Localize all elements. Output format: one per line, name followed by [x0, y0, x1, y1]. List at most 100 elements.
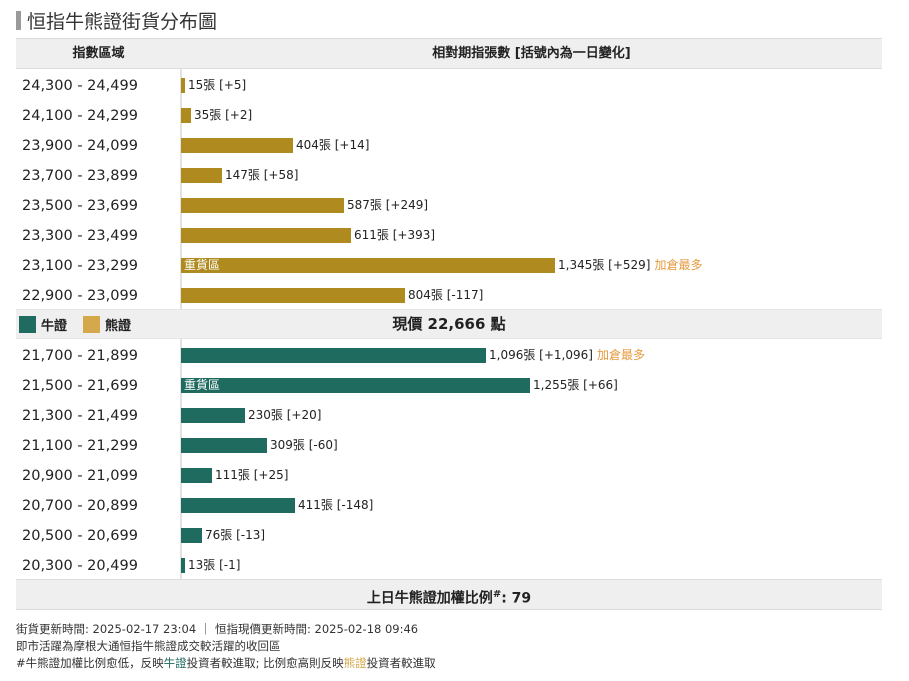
bull-row: 21,300 - 21,499 230張 [+20] — [16, 399, 882, 429]
bull-row: 21,500 - 21,699 重貨區 1,255張 [+66] — [16, 369, 882, 399]
legend: 牛證 熊證 — [19, 315, 131, 334]
bear-row: 23,900 - 24,099 404張 [+14] — [16, 129, 882, 159]
bear-bar: 重貨區 — [181, 258, 555, 273]
index-range-label: 24,300 - 24,499 — [22, 78, 138, 94]
bull-row: 20,300 - 20,499 13張 [-1] — [16, 549, 882, 579]
ratio-note-bear: 熊證 — [343, 656, 367, 670]
bar-value-label: 230張 [+20] — [248, 408, 321, 423]
bear-bar — [181, 108, 191, 123]
bull-bar — [181, 528, 202, 543]
bar-count-change: 35張 [+2] — [194, 108, 253, 122]
header-index-range: 指數區域 — [72, 46, 125, 61]
bear-bar — [181, 228, 351, 243]
weighted-ratio-row: 上日牛熊證加權比例#: 79 — [16, 579, 882, 610]
index-range-label: 21,100 - 21,299 — [22, 438, 138, 454]
chart-title-wrap: 恒指牛熊證街貨分布圖 — [16, 9, 218, 33]
bar-count-change: 230張 [+20] — [248, 408, 322, 422]
bar-count-change: 111張 [+25] — [215, 468, 289, 482]
most-added-tag: 加倉最多 — [654, 258, 703, 272]
notes: 街貨更新時間: 2025-02-17 23:04 ｜ 恒指現價更新時間: 202… — [16, 621, 436, 672]
bar-count-change: 309張 [-60] — [270, 438, 338, 452]
heavy-zone-label: 重貨區 — [184, 258, 221, 272]
bar-value-label: 13張 [-1] — [188, 558, 240, 573]
bear-row: 24,100 - 24,299 35張 [+2] — [16, 99, 882, 129]
bear-bar — [181, 138, 293, 153]
bull-bar — [181, 498, 295, 513]
bar-count-change: 13張 [-1] — [188, 558, 241, 572]
bear-legend-swatch — [83, 316, 101, 333]
chart-title: 恒指牛熊證街貨分布圖 — [27, 10, 218, 33]
ratio-note-part3: 投資者較進取 — [366, 656, 436, 670]
bar-value-label: 804張 [-117] — [408, 288, 483, 303]
bar-value-label: 404張 [+14] — [296, 138, 369, 153]
bar-value-label: 35張 [+2] — [194, 108, 252, 123]
bar-count-change: 147張 [+58] — [225, 168, 299, 182]
bull-bar — [181, 438, 267, 453]
weighted-ratio: 上日牛熊證加權比例#: 79 — [16, 580, 882, 614]
ratio-note-part2: 投資者較進取; 比例愈高則反映 — [186, 656, 344, 670]
bar-value-label: 411張 [-148] — [298, 498, 373, 513]
heavy-zone-label: 重貨區 — [184, 378, 221, 392]
bar-value-label: 1,255張 [+66] — [533, 378, 618, 393]
bar-value-label: 76張 [-13] — [205, 528, 265, 543]
bull-row: 20,500 - 20,699 76張 [-13] — [16, 519, 882, 549]
bear-bar — [181, 168, 222, 183]
weighted-ratio-value: : 79 — [501, 590, 532, 607]
current-price-row: 牛證 熊證 現價 22,666 點 — [16, 309, 882, 339]
bar-value-label: 15張 [+5] — [188, 78, 246, 93]
index-range-label: 23,500 - 23,699 — [22, 198, 138, 214]
title-accent-bar — [16, 10, 21, 30]
bar-value-label: 111張 [+25] — [215, 468, 288, 483]
bear-legend-label: 熊證 — [105, 319, 132, 334]
bear-bar — [181, 78, 185, 93]
table-header: 指數區域 相對期指張數 [括號內為一日變化] — [16, 38, 882, 69]
bear-row: 23,300 - 23,499 611張 [+393] — [16, 219, 882, 249]
bear-row: 24,300 - 24,499 15張 [+5] — [16, 69, 882, 99]
bull-bar — [181, 468, 212, 483]
bar-value-label: 587張 [+249] — [347, 198, 428, 213]
bull-row: 21,700 - 21,899 1,096張 [+1,096] 加倉最多 — [16, 339, 882, 369]
index-range-label: 22,900 - 23,099 — [22, 288, 138, 304]
bar-value-label: 309張 [-60] — [270, 438, 338, 453]
weighted-ratio-footnote-mark: # — [492, 589, 502, 600]
current-price: 現價 22,666 點 — [392, 315, 506, 333]
bar-value-label: 1,345張 [+529] 加倉最多 — [558, 258, 703, 273]
bear-rows: 24,300 - 24,499 15張 [+5] 24,100 - 24,299 35… — [16, 69, 882, 309]
bear-row: 23,100 - 23,299 重貨區 1,345張 [+529] 加倉最多 — [16, 249, 882, 279]
update-time-note: 街貨更新時間: 2025-02-17 23:04 ｜ 恒指現價更新時間: 202… — [16, 622, 419, 636]
index-range-label: 20,900 - 21,099 — [22, 468, 138, 484]
bear-row: 22,900 - 23,099 804張 [-117] — [16, 279, 882, 309]
index-range-label: 24,100 - 24,299 — [22, 108, 138, 124]
bull-legend-label: 牛證 — [41, 319, 68, 334]
ratio-note-bull: 牛證 — [163, 656, 187, 670]
bar-count-change: 411張 [-148] — [298, 498, 374, 512]
bull-row: 20,700 - 20,899 411張 [-148] — [16, 489, 882, 519]
index-range-label: 23,100 - 23,299 — [22, 258, 138, 274]
bull-bar — [181, 348, 486, 363]
bear-bar — [181, 288, 405, 303]
index-range-label: 20,300 - 20,499 — [22, 558, 138, 574]
bar-count-change: 76張 [-13] — [205, 528, 266, 542]
index-range-label: 21,500 - 21,699 — [22, 378, 138, 394]
bar-count-change: 1,255張 [+66] — [533, 378, 618, 392]
bar-count-change: 404張 [+14] — [296, 138, 370, 152]
bull-bar: 重貨區 — [181, 378, 530, 393]
header-relative-contracts: 相對期指張數 [括號內為一日變化] — [432, 46, 631, 61]
distribution-table: 指數區域 相對期指張數 [括號內為一日變化] 24,300 - 24,499 15… — [16, 38, 882, 610]
index-range-label: 20,500 - 20,699 — [22, 528, 138, 544]
index-range-label: 23,900 - 24,099 — [22, 138, 138, 154]
ratio-explanation-note: #牛熊證加權比例愈低，反映牛證投資者較進取; 比例愈高則反映熊證投資者較進取 — [16, 655, 436, 672]
bull-rows: 21,700 - 21,899 1,096張 [+1,096] 加倉最多 21,500… — [16, 339, 882, 579]
bull-row: 20,900 - 21,099 111張 [+25] — [16, 459, 882, 489]
weighted-ratio-label: 上日牛熊證加權比例 — [366, 590, 493, 607]
active-zone-note: 即市活躍為摩根大通恒指牛熊證成交較活躍的收回區 — [16, 639, 281, 653]
index-range-label: 20,700 - 20,899 — [22, 498, 138, 514]
bar-value-label: 611張 [+393] — [354, 228, 435, 243]
bar-count-change: 15張 [+5] — [188, 78, 247, 92]
ratio-note-part1: #牛熊證加權比例愈低，反映 — [16, 656, 164, 670]
bull-row: 21,100 - 21,299 309張 [-60] — [16, 429, 882, 459]
bear-row: 23,500 - 23,699 587張 [+249] — [16, 189, 882, 219]
bull-bar — [181, 558, 185, 573]
bar-count-change: 804張 [-117] — [408, 288, 484, 302]
bar-value-label: 147張 [+58] — [225, 168, 298, 183]
